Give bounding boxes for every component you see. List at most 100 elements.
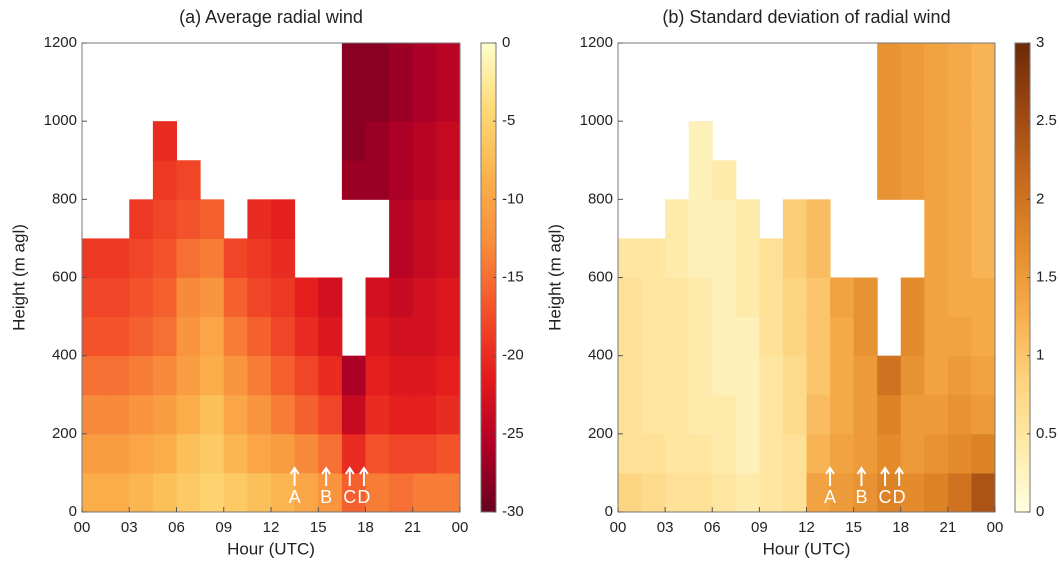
heat-cell [271,238,296,278]
heat-cell [971,472,996,513]
heat-cell [759,472,784,513]
heat-cell [247,394,272,435]
heat-cell [389,316,414,357]
colorbar-tick-label: -5 [502,112,515,129]
x-tick-label: 06 [704,519,721,536]
heat-cell [436,238,461,278]
heat-cell [271,277,296,318]
heat-cell [665,316,690,357]
y-tick-label: 600 [588,268,613,285]
heat-cell [129,199,154,239]
heat-cell [806,472,831,513]
x-tick-label: 15 [845,519,862,536]
x-axis-label: Hour (UTC) [227,539,315,558]
heat-cell [971,121,996,161]
chart-title: (b) Standard deviation of radial wind [662,7,950,27]
x-tick-label: 06 [168,519,185,536]
heat-cell [641,355,666,396]
heat-cell [389,121,414,161]
heat-cell [105,238,130,278]
x-axis-label: Hour (UTC) [763,539,851,558]
heat-cell [924,277,949,318]
heat-cell [105,316,130,357]
heat-cell [152,199,177,239]
heat-cell [665,238,690,278]
heat-cell [200,199,225,239]
annotation-arrow [825,466,835,486]
heat-cell [877,160,902,200]
colorbar-tick-label: 0.5 [1036,425,1057,442]
heat-cell [712,316,737,357]
heat-cell [200,316,225,357]
heat-cell [688,316,713,357]
heat-cell [105,277,130,318]
heat-cell [782,355,807,396]
y-tick-label: 200 [588,425,613,442]
heat-cell [271,199,296,239]
heat-cell [971,394,996,435]
heat-cell [200,277,225,318]
heat-cell [947,121,972,161]
heat-cell [900,82,925,122]
heat-cell [365,43,390,83]
heat-cell [176,394,201,435]
colorbar-tick-label: -30 [502,503,524,520]
y-tick-label: 600 [52,268,77,285]
heat-cell [365,472,390,513]
annotation-arrow [344,466,355,486]
heat-cell [365,394,390,435]
heat-cell [782,394,807,435]
heat-cell [389,394,414,435]
heat-cell [806,277,831,318]
heat-cell [641,394,666,435]
heat-cell [806,316,831,357]
heat-cell [665,394,690,435]
heat-cell [294,472,319,513]
colorbar-tick-label: 0 [502,34,510,51]
colorbar-tick-label: 0 [1036,503,1044,520]
heat-cell [806,199,831,239]
heat-cell [176,355,201,396]
heat-cell [436,394,461,435]
heat-cell [971,433,996,474]
heat-cell [971,277,996,318]
colorbar-tick-label: -10 [502,190,524,207]
heat-cell [947,433,972,474]
annotation: D [893,487,906,507]
heat-cell [641,277,666,318]
x-tick-label: 21 [940,519,957,536]
heat-cell [947,160,972,200]
heat-cell [223,277,248,318]
heat-cell [152,238,177,278]
heat-cell [176,160,201,200]
heat-cell [412,43,437,83]
heat-cell [665,355,690,396]
heat-cell [924,160,949,200]
heat-cell [82,238,107,278]
heat-cell [759,238,784,278]
heat-cell [924,82,949,122]
heat-cell [412,316,437,357]
heat-cell [688,472,713,513]
annotation: A [289,487,301,507]
heat-cell [318,394,343,435]
heat-cell [318,277,343,318]
heat-cell [365,121,390,161]
heat-cell [389,472,414,513]
y-tick-label: 200 [52,425,77,442]
heat-cell [830,355,855,396]
heat-cell [223,394,248,435]
heat-cell [294,433,319,474]
heat-cell [436,160,461,200]
heat-cell [712,355,737,396]
heat-cell [853,433,878,474]
heat-cell [341,394,366,435]
heat-cell [947,82,972,122]
heat-cell [924,199,949,239]
heat-cell [641,316,666,357]
heat-cell [877,121,902,161]
x-tick-label: 15 [310,519,327,536]
heat-cell [735,355,760,396]
y-tick-label: 400 [52,347,77,364]
heat-cell [806,238,831,278]
